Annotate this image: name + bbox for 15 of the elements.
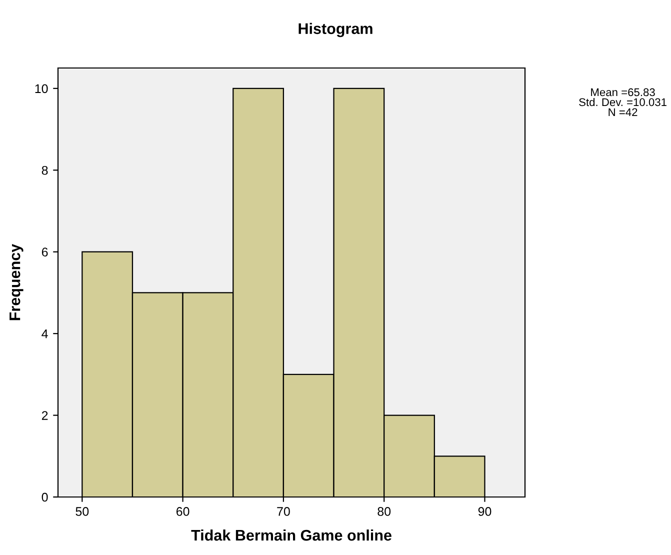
- y-tick-label: 10: [35, 84, 48, 94]
- x-tick-label: 70: [277, 507, 290, 516]
- x-axis-title: Tidak Bermain Game online: [191, 529, 392, 541]
- x-tick-label: 80: [378, 507, 391, 516]
- y-tick-label: 0: [42, 492, 48, 502]
- y-tick-label: 6: [42, 248, 48, 257]
- y-tick-label: 4: [42, 330, 48, 338]
- x-tick-label: 50: [76, 507, 89, 516]
- y-tick-label: 8: [42, 166, 48, 175]
- x-tick-label: 90: [478, 507, 492, 516]
- y-axis-title: Frequency: [10, 244, 24, 320]
- chart-title: Histogram: [298, 22, 372, 38]
- text: Mean =65.83 Std. Dev. =10.031 N =42: [579, 88, 666, 116]
- x-tick-label: 60: [176, 507, 190, 516]
- y-tick-label: 2: [42, 411, 48, 420]
